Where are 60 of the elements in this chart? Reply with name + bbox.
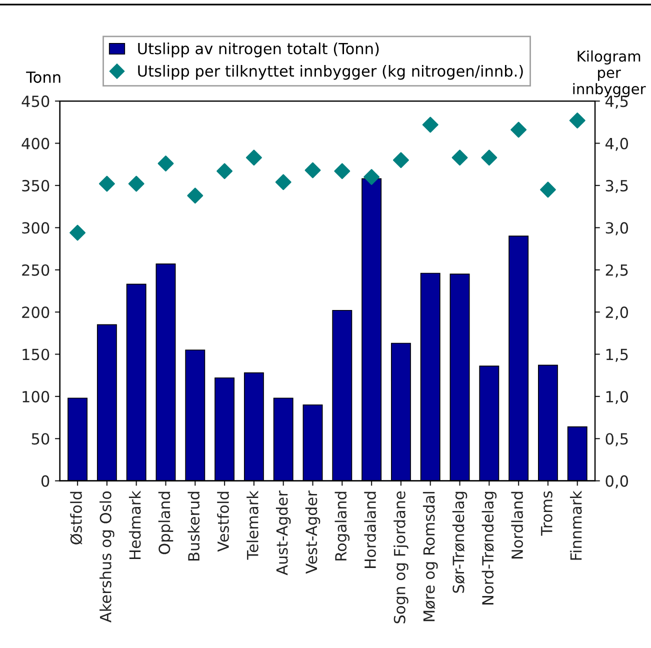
y2-tick-label: 3,5 [606,180,628,194]
x-tick-label: Nordland [511,492,523,559]
y2-tick-label: 4,5 [605,96,628,109]
y2-tick-label: 2,5 [606,264,628,278]
y-tick-label: 50 [32,433,50,445]
point [128,176,144,192]
y-tick-label: 100 [22,390,50,402]
point [510,122,527,138]
point [158,156,174,172]
x-tick-label: Troms [541,491,552,536]
y-tick-label: 300 [22,222,50,234]
point [70,224,86,241]
x-tick-label: Aust-Agder [276,490,291,576]
y2-tick-label: 1,5 [606,348,628,362]
y-tick-label: 350 [22,180,50,192]
x-tick-label: Telemark [246,490,258,560]
x-tick-label: Buskerud [188,492,200,561]
point [540,182,556,198]
point [187,188,204,204]
x-tick-label: Vest-Agder [305,490,320,574]
y2-tick-label: 0,0 [606,475,628,488]
y-tick-label: 200 [22,306,50,318]
x-tick-label: Sør-Trøndelag [452,492,468,593]
y-axis-title: Tonn [26,72,60,83]
y2-tick-label: 2,0 [606,306,628,320]
point [452,150,468,166]
y-tick-label: 250 [22,264,50,276]
x-tick-label: Hordaland [364,492,376,568]
x-tick-label: Rogaland [334,492,350,560]
point [246,150,262,166]
point [364,169,380,186]
x-tick-label: Møre og Romsdal [422,492,438,622]
y-tick-label: 400 [22,138,50,150]
point [216,163,233,180]
x-tick-label: Oppland [158,492,174,554]
point [275,174,292,190]
y2-tick-label: 1,0 [606,390,628,404]
point [481,150,498,166]
y-tick-label: 150 [22,348,50,360]
point [334,163,350,180]
point [98,176,115,192]
y-tick-label: 0 [41,475,50,487]
x-tick-label: Hedmark [128,490,141,559]
y2-axis-title: Kilogram per innbygger [573,50,646,98]
point [569,112,586,128]
legend-label: Utslipp per tilknyttet innbygger (kg nitrogen/innb.) [138,64,523,80]
x-tick-label: Vestfold [217,492,229,552]
y2-tick-label: 4,0 [605,138,628,151]
x-tick-label: Nord-Trøndelag [482,492,497,604]
x-tick-label: Finnmark [570,490,582,560]
legend-label: Utslipp av nitrogen totalt (Tonn) [138,42,379,58]
x-tick-label: Østfold [70,492,82,544]
point [422,116,438,133]
y2-tick-label: 3,0 [606,222,628,236]
x-tick-label: Akershus og Oslo [100,491,114,622]
point [304,162,321,178]
y2-tick-label: 0,5 [606,433,628,446]
point [392,152,409,168]
y-tick-label: 450 [22,96,50,108]
x-tick-label: Sogn og Fjordane [394,491,408,624]
